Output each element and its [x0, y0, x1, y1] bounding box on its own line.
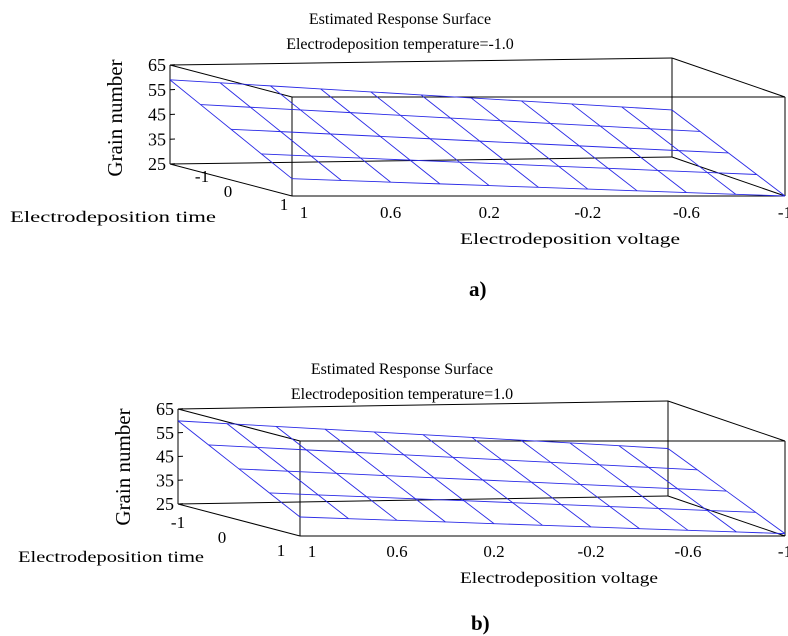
z-tick-label: 35 [156, 470, 174, 490]
chart-a-ticks: 65 55 45 35 25 -1 0 1 1 0.6 0.2 -0.2 -0.6 -1 [148, 55, 788, 222]
chart-a: Estimated Response Surface Electrodeposi… [10, 11, 788, 301]
z-tick-label: 65 [156, 399, 174, 419]
mesh-line-y [169, 79, 673, 111]
x-tick-label: -0.6 [673, 203, 700, 222]
y-tick-label: 0 [224, 182, 233, 201]
x-tick-label: -0.2 [578, 542, 605, 561]
z-tick-label: 25 [148, 154, 166, 174]
chart-b-subtitle: Electrodeposition temperature=1.0 [291, 386, 513, 403]
mesh-line-y [238, 468, 727, 492]
z-tick-label: 45 [148, 105, 166, 125]
frame-edge [177, 503, 301, 537]
chart-b-caption: b) [471, 611, 490, 635]
x-tick-label: 0.2 [479, 203, 500, 222]
chart-b-title: Estimated Response Surface [311, 361, 493, 378]
x-tick-label: -0.6 [675, 542, 702, 561]
frame-edge [169, 163, 293, 197]
chart-b: Estimated Response Surface Electrodeposi… [18, 361, 788, 635]
x-tick-label: 0.6 [386, 542, 407, 561]
frame-edge [667, 495, 786, 537]
chart-a-x-axis-label: Electrodeposition voltage [460, 231, 680, 248]
mesh-line-y [200, 104, 701, 132]
x-tick-label: -1 [778, 542, 788, 561]
chart-b-frame [177, 400, 786, 537]
chart-b-surface-mesh [177, 420, 786, 535]
chart-a-surface-mesh [169, 79, 786, 197]
frame-edge [671, 57, 786, 98]
z-tick-label: 55 [148, 80, 166, 100]
chart-a-title: Estimated Response Surface [309, 11, 491, 28]
frame-edge [671, 156, 786, 197]
mesh-line-y [261, 153, 757, 175]
chart-a-y-axis-label: Electrodeposition time [10, 209, 216, 226]
mesh-line-y [291, 178, 786, 197]
mesh-line-y [208, 444, 698, 471]
chart-a-frame [169, 57, 786, 197]
z-tick-label: 35 [148, 129, 166, 149]
chart-a-subtitle: Electrodeposition temperature=-1.0 [286, 36, 514, 53]
z-tick-label: 55 [156, 423, 174, 443]
z-tick-label: 45 [156, 447, 174, 467]
frame-edge [169, 64, 293, 98]
y-tick-label: -1 [171, 513, 185, 532]
mesh-line-y [299, 516, 786, 535]
x-tick-label: -1 [778, 203, 788, 222]
chart-a-caption: a) [469, 277, 487, 301]
chart-b-y-axis-label: Electrodeposition time [18, 549, 204, 566]
z-tick-label: 25 [156, 494, 174, 514]
mesh-line-y [269, 492, 756, 513]
x-tick-label: 1 [300, 203, 309, 222]
chart-a-z-axis-label: Grain number [103, 59, 127, 176]
mesh-line-y [230, 128, 729, 154]
frame-edge [177, 495, 669, 505]
y-tick-label: -1 [195, 167, 209, 186]
frame-edge [177, 400, 669, 410]
x-tick-label: 1 [308, 542, 317, 561]
frame-edge [667, 400, 786, 442]
frame-edge [169, 57, 673, 66]
chart-b-z-axis-label: Grain number [111, 408, 135, 525]
y-tick-label: 1 [277, 541, 286, 560]
x-tick-label: 0.2 [483, 542, 504, 561]
x-tick-label: -0.2 [574, 203, 601, 222]
chart-b-x-axis-label: Electrodeposition voltage [460, 570, 658, 587]
y-tick-label: 1 [280, 195, 289, 214]
x-tick-label: 0.6 [380, 203, 401, 222]
frame-edge [177, 408, 301, 442]
y-tick-label: 0 [218, 528, 227, 547]
mesh-line-y [177, 420, 669, 449]
z-tick-label: 65 [148, 55, 166, 75]
